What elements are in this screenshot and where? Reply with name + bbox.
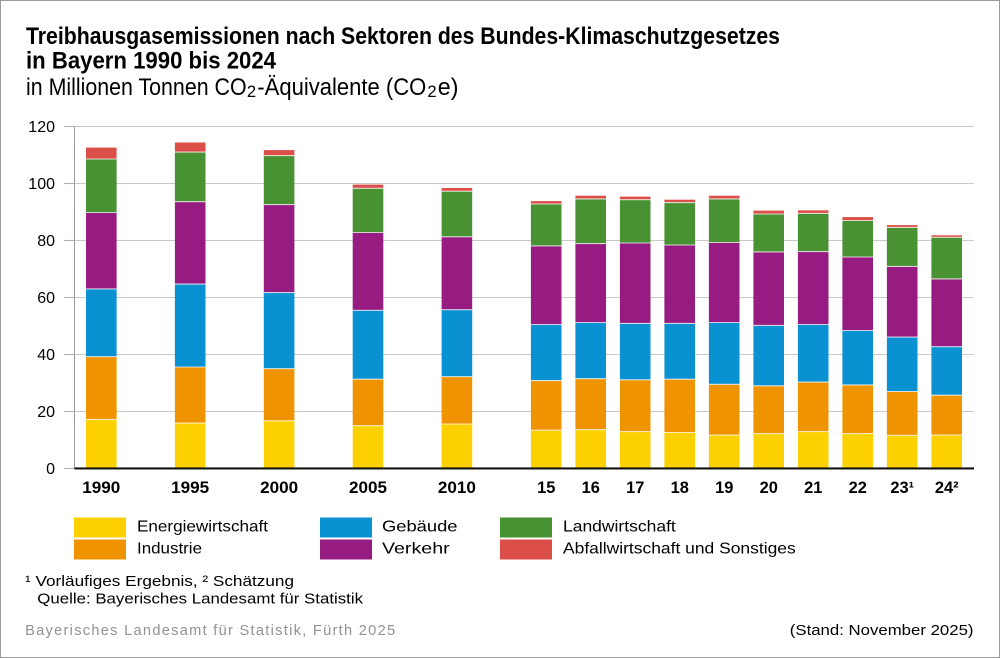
svg-text:1995: 1995 (171, 479, 209, 497)
svg-text:Quelle: Bayerisches Landesamt: Quelle: Bayerisches Landesamt für Statis… (37, 591, 363, 608)
svg-text:e): e) (438, 74, 459, 101)
svg-text:60: 60 (37, 290, 55, 307)
svg-text:2000: 2000 (260, 479, 298, 497)
svg-text:16: 16 (582, 479, 600, 497)
svg-text:21: 21 (804, 479, 822, 497)
svg-text:Landwirtschaft: Landwirtschaft (563, 518, 677, 535)
svg-text:Verkehr: Verkehr (382, 540, 450, 557)
svg-text:24²: 24² (935, 479, 959, 497)
svg-text:2: 2 (427, 82, 436, 101)
svg-text:17: 17 (626, 479, 644, 497)
svg-text:-Äquivalente (CO: -Äquivalente (CO (257, 74, 426, 101)
svg-text:Gebäude: Gebäude (382, 518, 458, 535)
svg-text:1990: 1990 (82, 479, 120, 497)
svg-text:80: 80 (37, 233, 55, 250)
svg-text:23¹: 23¹ (890, 479, 914, 497)
svg-text:¹ Vorläufiges Ergebnis, ² Schä: ¹ Vorläufiges Ergebnis, ² Schätzung (25, 573, 294, 590)
svg-text:40: 40 (37, 347, 55, 364)
svg-text:0: 0 (46, 461, 55, 478)
svg-text:120: 120 (28, 119, 55, 136)
svg-text:2010: 2010 (438, 479, 476, 497)
svg-text:Energiewirtschaft: Energiewirtschaft (137, 518, 269, 535)
svg-text:2005: 2005 (349, 479, 387, 497)
svg-text:Abfallwirtschaft und Sonstiges: Abfallwirtschaft und Sonstiges (563, 540, 796, 557)
svg-text:22: 22 (849, 479, 867, 497)
svg-text:Bayerisches Landesamt für Stat: Bayerisches Landesamt für Statistik, Für… (25, 623, 395, 639)
svg-text:Industrie: Industrie (137, 540, 202, 557)
svg-text:20: 20 (760, 479, 778, 497)
svg-text:2: 2 (247, 82, 256, 101)
svg-text:20: 20 (37, 404, 55, 421)
svg-text:in Millionen Tonnen CO: in Millionen Tonnen CO (26, 74, 247, 101)
svg-text:18: 18 (671, 479, 689, 497)
svg-text:19: 19 (715, 479, 733, 497)
svg-text:100: 100 (28, 176, 55, 193)
svg-text:(Stand: November 2025): (Stand: November 2025) (790, 622, 974, 639)
svg-text:in Bayern 1990 bis 2024: in Bayern 1990 bis 2024 (26, 48, 277, 75)
svg-text:Treibhausgasemissionen nach Se: Treibhausgasemissionen nach Sektoren des… (26, 23, 780, 50)
svg-text:15: 15 (537, 479, 555, 497)
